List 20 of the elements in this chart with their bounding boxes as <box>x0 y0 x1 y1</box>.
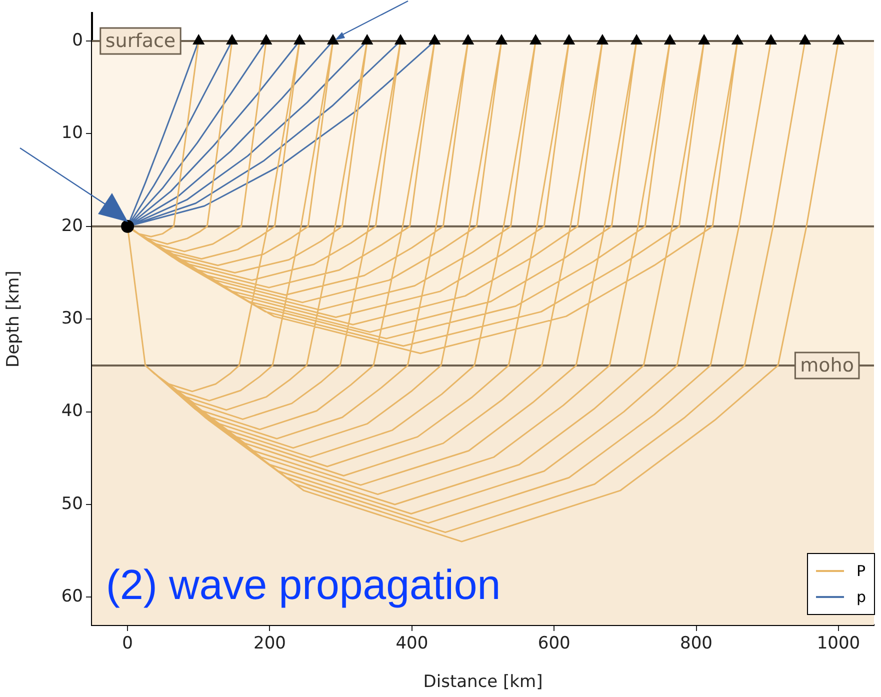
y-tick-label: 60 <box>61 586 83 607</box>
ref-line-label: surface <box>105 30 176 52</box>
y-tick-label: 0 <box>72 30 83 50</box>
y-tick-label: 40 <box>61 401 83 422</box>
y-tick-label: 30 <box>61 308 83 329</box>
y-tick-label: 50 <box>61 494 83 514</box>
legend-label: p <box>856 587 866 608</box>
x-tick-label: 1000 <box>816 634 860 654</box>
y-tick-label: 10 <box>61 123 83 144</box>
x-axis-title: Distance [km] <box>423 672 543 692</box>
x-tick-label: 200 <box>254 634 286 654</box>
x-tick-label: 800 <box>680 634 712 654</box>
legend-label: P <box>856 561 866 582</box>
y-axis-title: Depth [km] <box>4 270 24 368</box>
y-tick-label: 20 <box>61 216 83 236</box>
annotation: (2) wave propagation <box>106 561 501 608</box>
ref-line-label: moho <box>800 354 854 376</box>
x-tick-label: 400 <box>396 634 428 654</box>
x-tick-label: 0 <box>122 634 133 654</box>
x-tick-label: 600 <box>538 634 570 654</box>
